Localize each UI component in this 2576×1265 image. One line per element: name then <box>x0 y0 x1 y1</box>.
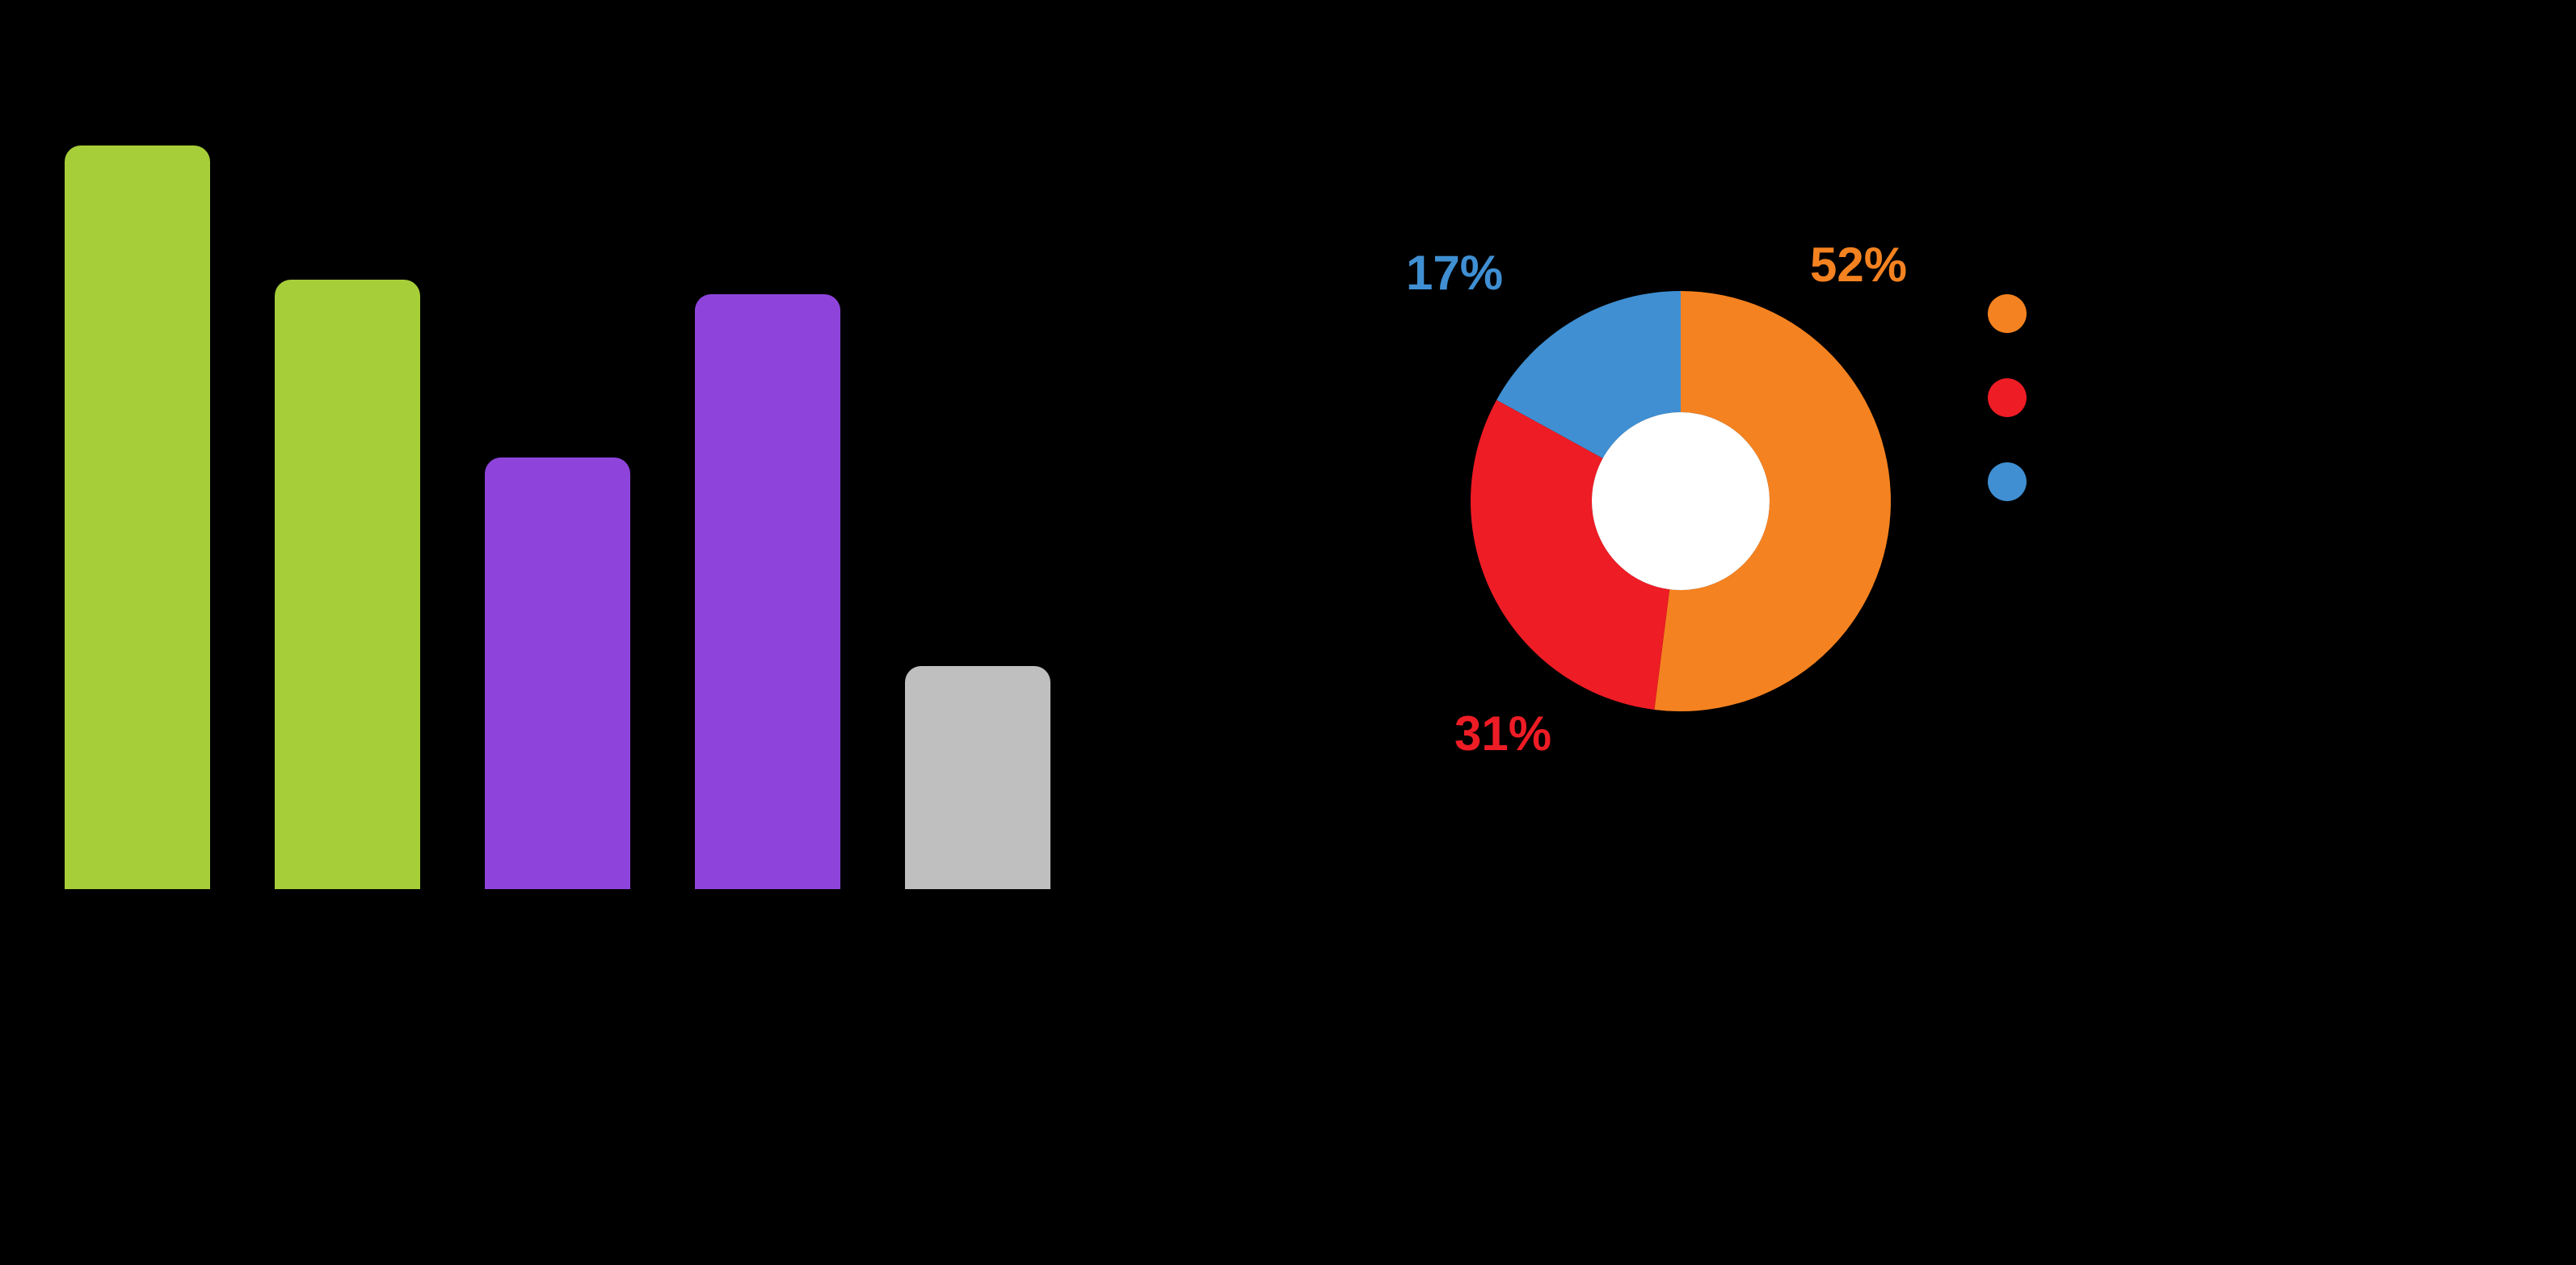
donut-label-17: 17% <box>1406 251 1503 299</box>
donut-hole <box>1592 412 1770 590</box>
bar-chart <box>65 145 1164 889</box>
bar-0 <box>65 145 210 889</box>
bar-1 <box>275 280 420 889</box>
bar-4 <box>905 666 1050 889</box>
legend-dot-1 <box>1988 378 2027 417</box>
donut-label-52: 52% <box>1810 242 1907 291</box>
donut-label-31: 31% <box>1454 711 1551 760</box>
legend-dot-0 <box>1988 294 2027 333</box>
chart-stage: 52% 31% 17% <box>0 0 2576 1264</box>
bar-2 <box>485 458 630 889</box>
bar-3 <box>695 294 840 889</box>
legend <box>1988 294 2027 501</box>
legend-dot-2 <box>1988 462 2027 501</box>
donut-chart <box>1422 242 1939 760</box>
donut-svg <box>1422 242 1939 760</box>
